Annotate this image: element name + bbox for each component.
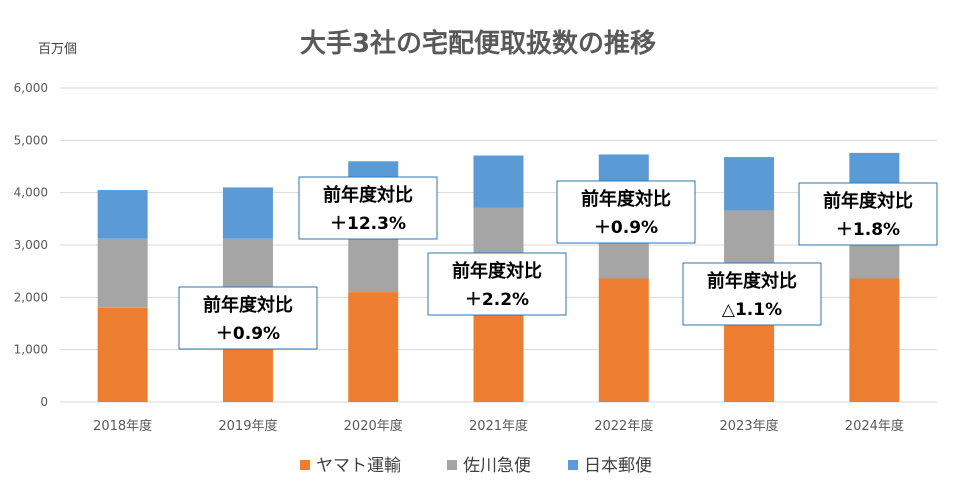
annotation-title: 前年度対比 — [823, 190, 913, 212]
annotation-box — [682, 262, 822, 326]
annotation-value: ＋2.2% — [465, 290, 529, 310]
annotation-title: 前年度対比 — [203, 294, 293, 316]
bar-segment — [724, 157, 775, 211]
y-axis-unit-label: 百万個 — [38, 42, 77, 57]
bar-segment — [97, 238, 148, 308]
y-tick-label: 3,000 — [14, 238, 48, 252]
annotation-box — [798, 182, 938, 246]
y-tick-label: 5,000 — [14, 133, 48, 147]
annotation-value: ＋12.3% — [330, 214, 406, 234]
annotations: 前年度対比 ＋0.9% 前年度対比 ＋12.3% 前年度対比 ＋2.2% 前年度対比 ＋0.9… — [178, 176, 938, 350]
bar-segment — [473, 155, 524, 208]
bar-segment — [97, 190, 148, 239]
annotation-title: 前年度対比 — [581, 188, 671, 210]
bar-segment — [348, 292, 399, 402]
x-tick-label: 2020年度 — [344, 418, 403, 434]
x-tick-label: 2024年度 — [845, 418, 904, 434]
legend: ヤマト運輸 佐川急便 日本郵便 — [300, 456, 652, 476]
x-tick-label: 2022年度 — [594, 418, 653, 434]
x-tick-label: 2023年度 — [720, 418, 779, 434]
bar-segment — [222, 187, 273, 239]
bar-segment — [97, 307, 148, 402]
legend-swatch — [568, 460, 578, 470]
legend-label: 佐川急便 — [463, 456, 531, 476]
y-tick-label: 6,000 — [14, 81, 48, 95]
legend-swatch — [447, 460, 457, 470]
x-tick-label: 2021年度 — [469, 418, 528, 434]
bar-segment — [849, 278, 900, 402]
y-tick-label: 2,000 — [14, 290, 48, 304]
legend-label: 日本郵便 — [584, 456, 652, 476]
x-tick-label: 2019年度 — [218, 418, 277, 434]
annotation-title: 前年度対比 — [452, 260, 542, 282]
bar-segment — [598, 278, 649, 402]
annotation-title: 前年度対比 — [323, 184, 413, 206]
y-axis-ticks: 0 1,000 2,000 3,000 4,000 5,000 6,000 — [14, 81, 48, 409]
annotation-box — [556, 180, 696, 244]
annotation-value: ＋0.9% — [216, 324, 280, 344]
annotation-value: ＋1.8% — [836, 220, 900, 240]
annotation-box — [178, 286, 318, 350]
y-tick-label: 4,000 — [14, 186, 48, 200]
chart-title: 大手3社の宅配便取扱数の推移 — [300, 28, 656, 59]
annotation-value: ＋0.9% — [594, 218, 658, 238]
x-axis-ticks: 2018年度 2019年度 2020年度 2021年度 2022年度 2023年度 2024… — [93, 418, 904, 434]
y-tick-label: 0 — [40, 395, 48, 409]
annotation-box — [298, 176, 438, 240]
annotation-box — [427, 252, 567, 316]
annotation-title: 前年度対比 — [707, 270, 797, 292]
y-tick-label: 1,000 — [14, 343, 48, 357]
legend-label: ヤマト運輸 — [316, 456, 401, 476]
x-tick-label: 2018年度 — [93, 418, 152, 434]
annotation-value: △1.1% — [722, 300, 782, 320]
legend-swatch — [300, 460, 310, 470]
